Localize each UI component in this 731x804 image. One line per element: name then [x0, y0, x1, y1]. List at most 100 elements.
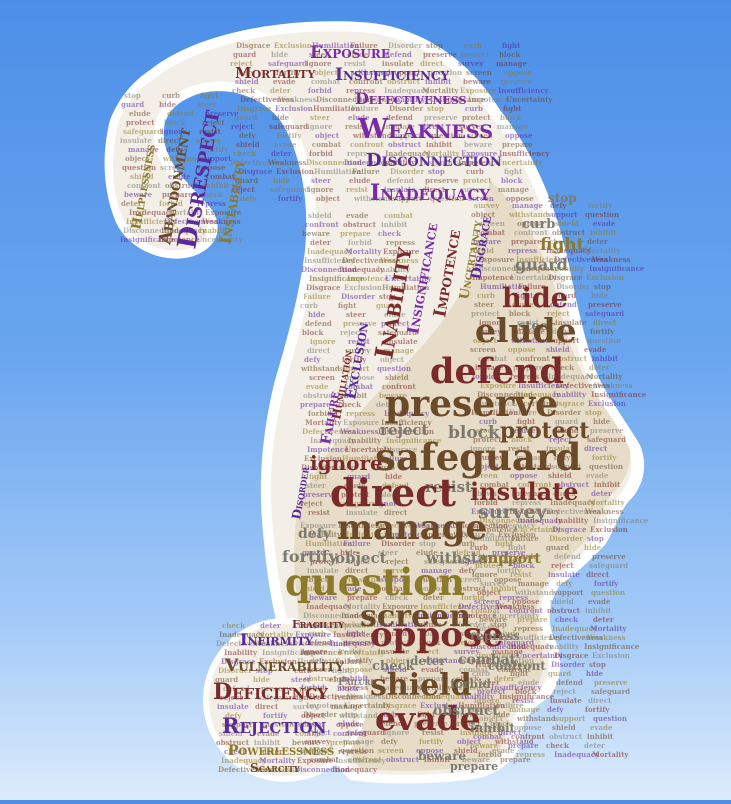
texture-word: survey: [480, 579, 506, 588]
texture-word: confront: [349, 77, 383, 86]
texture-word: Failure: [303, 292, 331, 301]
texture-word: Inadequacy: [517, 516, 563, 525]
texture-word: preserve: [594, 678, 628, 687]
texture-word: forbid: [309, 149, 333, 158]
texture-word: screen: [298, 720, 324, 729]
texture-word: Inadequacy: [161, 226, 207, 235]
texture-word: Failure: [513, 660, 541, 669]
texture-word: preserve: [343, 638, 377, 647]
texture-word: block: [348, 557, 369, 566]
texture-word: repress: [516, 750, 545, 759]
texture-word: question: [260, 720, 294, 729]
texture-word: confront: [509, 606, 543, 615]
texture-word: stop: [426, 41, 443, 50]
texture-word: resist: [334, 693, 357, 702]
texture-word: Exposure: [453, 683, 490, 692]
texture-word: elude: [338, 719, 360, 728]
texture-word: Exposure: [295, 630, 332, 639]
texture-word: protect: [473, 435, 502, 444]
texture-word: question: [585, 210, 619, 219]
texture-word: protect: [475, 561, 504, 570]
texture-word: Disconnection: [479, 516, 535, 525]
texture-word: deter: [262, 747, 283, 756]
texture-word: safeguard: [585, 309, 624, 318]
texture-word: shield: [385, 373, 409, 382]
word-face-20: fortify: [282, 547, 338, 566]
texture-word: block: [515, 687, 536, 696]
texture-word: withstand: [162, 154, 202, 163]
texture-word: obstruct: [387, 77, 421, 86]
texture-word: support: [547, 210, 578, 219]
texture-word: forbid: [470, 246, 494, 255]
texture-word: guard: [302, 548, 325, 557]
texture-word: safeguard: [268, 59, 307, 68]
texture-word: defend: [167, 109, 194, 118]
texture-word: withstand: [494, 737, 534, 746]
texture-word: deter: [310, 238, 331, 247]
texture-word: beware: [462, 755, 491, 764]
texture-word: withstand: [351, 68, 391, 77]
texture-word: Disorder: [301, 463, 335, 472]
texture-word: curb: [479, 417, 497, 426]
word-face-18: manage: [337, 508, 487, 548]
word-dot-0: Infirmity: [240, 630, 313, 649]
texture-word: obstruct: [216, 738, 250, 747]
texture-word: deter: [589, 363, 610, 372]
texture-word: preserve: [205, 109, 239, 118]
texture-word: Defectiveness: [376, 521, 430, 530]
texture-word: evade: [346, 211, 369, 220]
word-face-3: guard: [515, 255, 568, 274]
texture-word: object: [386, 656, 411, 665]
texture-word: Exclusion: [259, 657, 297, 666]
texture-word: fight: [502, 41, 521, 50]
texture-word: defend: [554, 552, 581, 561]
texture-word: question: [428, 68, 462, 77]
texture-word: block: [419, 638, 440, 647]
texture-word: check: [338, 400, 361, 409]
texture-word: fortify: [263, 711, 288, 720]
texture-word: oppose: [336, 720, 364, 729]
texture-word: prepare: [508, 741, 539, 750]
texture-word: Weakness: [255, 765, 295, 774]
texture-word: Failure: [414, 620, 442, 629]
word-face-21: object: [335, 549, 387, 567]
texture-word: Uncertainty: [344, 701, 391, 710]
texture-word: screen: [470, 345, 496, 354]
texture-word: Insignificance: [593, 516, 649, 525]
texture-word: oppose: [494, 575, 522, 584]
texture-word: reject: [220, 693, 243, 702]
texture-word: obstruct: [304, 674, 338, 683]
word-face-37: forbid: [450, 677, 491, 691]
texture-word: hide: [493, 710, 511, 719]
texture-word: Insignificance: [584, 642, 640, 651]
texture-word: survey: [305, 737, 331, 746]
texture-word: reject: [300, 499, 323, 508]
texture-word: confront: [350, 140, 384, 149]
texture-word: question: [589, 462, 623, 471]
texture-word: Exposure: [480, 381, 517, 390]
texture-word: combat: [459, 665, 489, 674]
texture-word: curb: [465, 104, 483, 113]
texture-word: Defectiveness: [230, 158, 284, 167]
texture-word: Disgrace: [548, 273, 583, 282]
texture-word: Disconnection: [385, 692, 441, 701]
texture-word: evade: [492, 746, 515, 755]
word-head_top-6: Disconnection: [366, 150, 502, 171]
texture-word: fortify: [585, 705, 610, 714]
texture-word: defy: [310, 656, 327, 665]
texture-word: protect: [461, 50, 490, 59]
texture-word: Humiliation: [342, 454, 389, 463]
texture-word: shield: [308, 211, 332, 220]
texture-word: safeguard: [378, 328, 417, 337]
texture-word: ignore: [307, 122, 333, 131]
texture-word: hide: [272, 113, 290, 122]
texture-word: screen: [456, 575, 482, 584]
texture-word: curb: [294, 666, 312, 675]
texture-word: fortify: [594, 579, 619, 588]
texture-word: Weakness: [201, 217, 241, 226]
texture-word: reject: [308, 728, 331, 737]
texture-word: prepare: [418, 674, 449, 683]
texture-word: Insignificance: [120, 235, 176, 244]
texture-word: stop: [589, 660, 606, 669]
